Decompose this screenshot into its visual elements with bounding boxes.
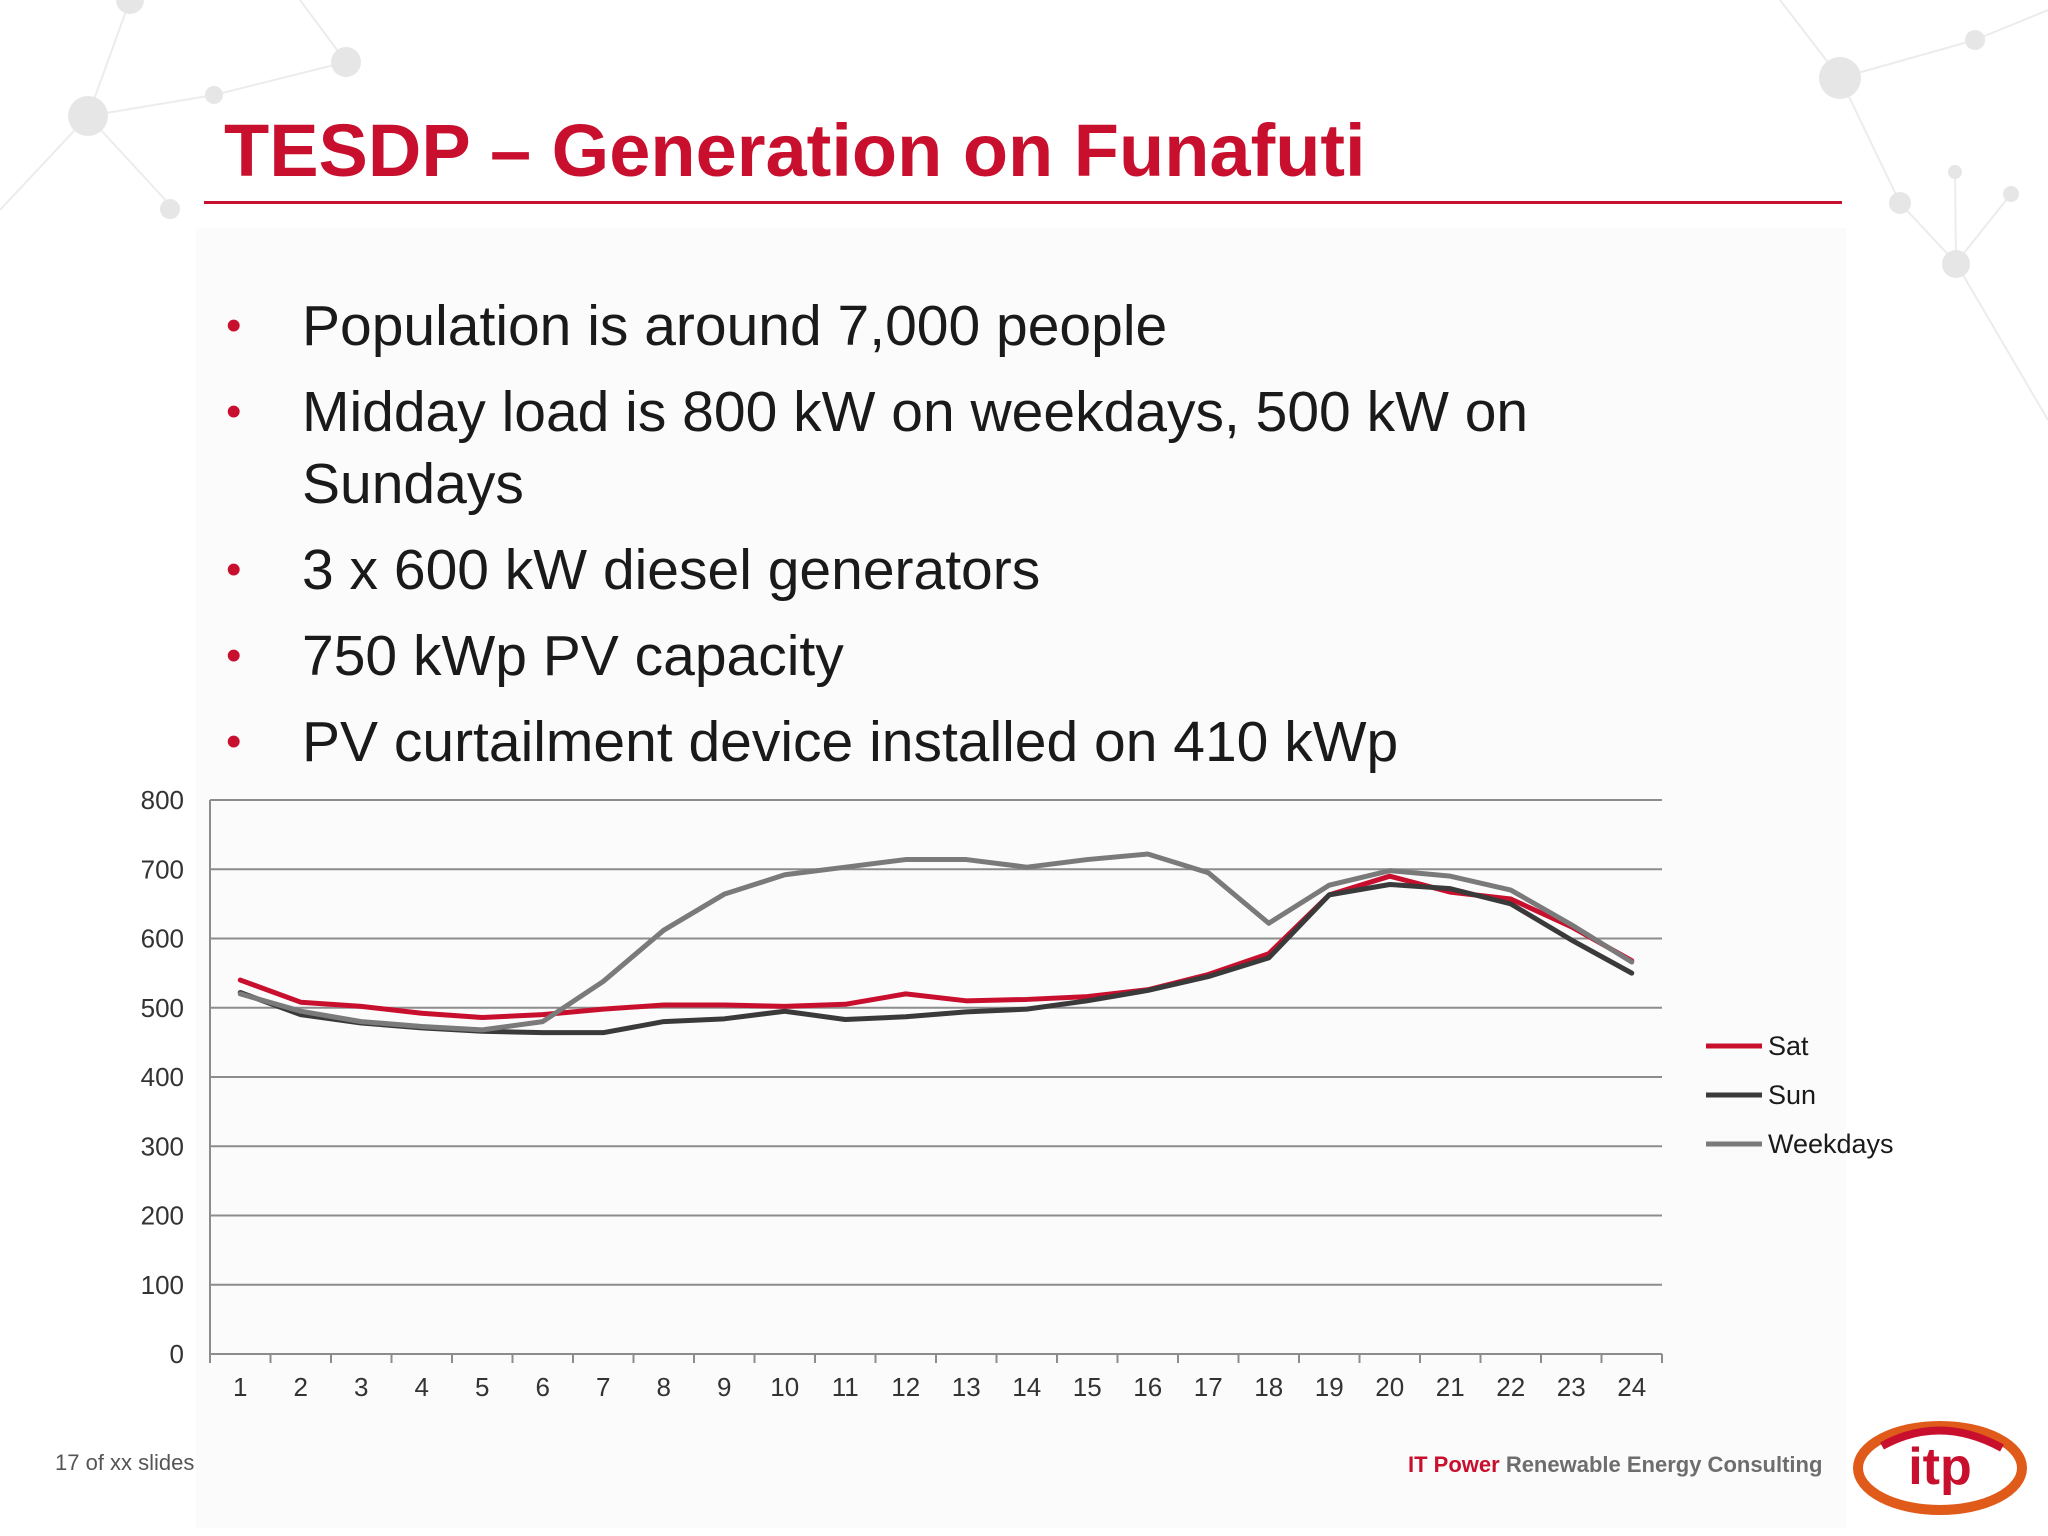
x-tick-label: 1 (233, 1372, 247, 1402)
slide-number: 17 of xx slides (55, 1450, 195, 1475)
bullet-icon: • (226, 301, 242, 350)
y-tick-label: 600 (141, 924, 184, 954)
x-tick-label: 7 (596, 1372, 610, 1402)
logo-text: itp (1908, 1438, 1972, 1496)
series-line-sun (237, 881, 1635, 1036)
x-tick-label: 16 (1133, 1372, 1162, 1402)
brand-secondary: Renewable Energy Consulting (1505, 1452, 1823, 1477)
y-tick-label: 300 (141, 1131, 184, 1161)
x-tick-label: 11 (832, 1372, 859, 1402)
y-tick-label: 800 (141, 785, 184, 815)
x-tick-label: 20 (1375, 1372, 1404, 1402)
y-tick-label: 400 (141, 1062, 184, 1092)
x-tick-label: 24 (1617, 1372, 1646, 1402)
bullet-item: • Midday load is 800 kW on weekdays, 500… (220, 376, 1702, 520)
bullet-icon: • (226, 631, 242, 680)
x-tick-label: 5 (475, 1372, 489, 1402)
bullet-text: Population is around 7,000 people (302, 294, 1168, 358)
x-tick-label: 15 (1073, 1372, 1102, 1402)
x-tick-label: 10 (770, 1372, 799, 1402)
title-divider (204, 201, 1842, 204)
x-tick-label: 21 (1436, 1372, 1465, 1402)
x-tick-label: 3 (354, 1372, 368, 1402)
bullet-item: • Population is around 7,000 people (220, 290, 1702, 362)
x-tick-label: 19 (1315, 1372, 1344, 1402)
series-line-sat (237, 873, 1635, 1020)
x-tick-label: 6 (536, 1372, 550, 1402)
footer-brand: IT Power Renewable Energy Consulting (1408, 1452, 1822, 1478)
bullet-item: • 750 kWp PV capacity (220, 620, 1702, 692)
x-tick-label: 13 (952, 1372, 981, 1402)
bullet-list: • Population is around 7,000 people • Mi… (220, 290, 1702, 792)
x-tick-label: 17 (1194, 1372, 1223, 1402)
legend-label-weekdays: Weekdays (1768, 1129, 1894, 1159)
y-tick-label: 100 (141, 1270, 184, 1300)
x-tick-label: 22 (1496, 1372, 1525, 1402)
bullet-icon: • (226, 387, 242, 436)
x-tick-label: 2 (294, 1372, 308, 1402)
bullet-item: • PV curtailment device installed on 410… (220, 706, 1702, 778)
x-tick-label: 8 (657, 1372, 671, 1402)
y-tick-label: 200 (141, 1201, 184, 1231)
x-tick-label: 23 (1557, 1372, 1586, 1402)
x-tick-label: 4 (415, 1372, 429, 1402)
x-tick-label: 12 (891, 1372, 920, 1402)
bullet-text: 3 x 600 kW diesel generators (302, 538, 1041, 602)
x-tick-label: 18 (1254, 1372, 1283, 1402)
content-panel (196, 228, 1846, 1528)
y-tick-label: 500 (141, 993, 184, 1023)
y-tick-label: 0 (170, 1339, 184, 1369)
bullet-text: PV curtailment device installed on 410 k… (302, 710, 1399, 774)
legend-label-sun: Sun (1768, 1080, 1816, 1110)
brand-primary: IT Power (1408, 1452, 1500, 1477)
bullet-text: 750 kWp PV capacity (302, 624, 844, 688)
legend-label-sat: Sat (1768, 1031, 1809, 1061)
x-tick-label: 9 (717, 1372, 731, 1402)
bullet-icon: • (226, 545, 242, 594)
series-line-weekdays (237, 851, 1635, 1033)
itp-logo: itp (1853, 1421, 2027, 1515)
bullet-item: • 3 x 600 kW diesel generators (220, 534, 1702, 606)
bullet-icon: • (226, 717, 242, 766)
x-tick-label: 14 (1012, 1372, 1041, 1402)
bullet-text: Midday load is 800 kW on weekdays, 500 k… (302, 380, 1529, 516)
y-tick-label: 700 (141, 854, 184, 884)
slide-title: TESDP – Generation on Funafuti (224, 109, 1366, 192)
